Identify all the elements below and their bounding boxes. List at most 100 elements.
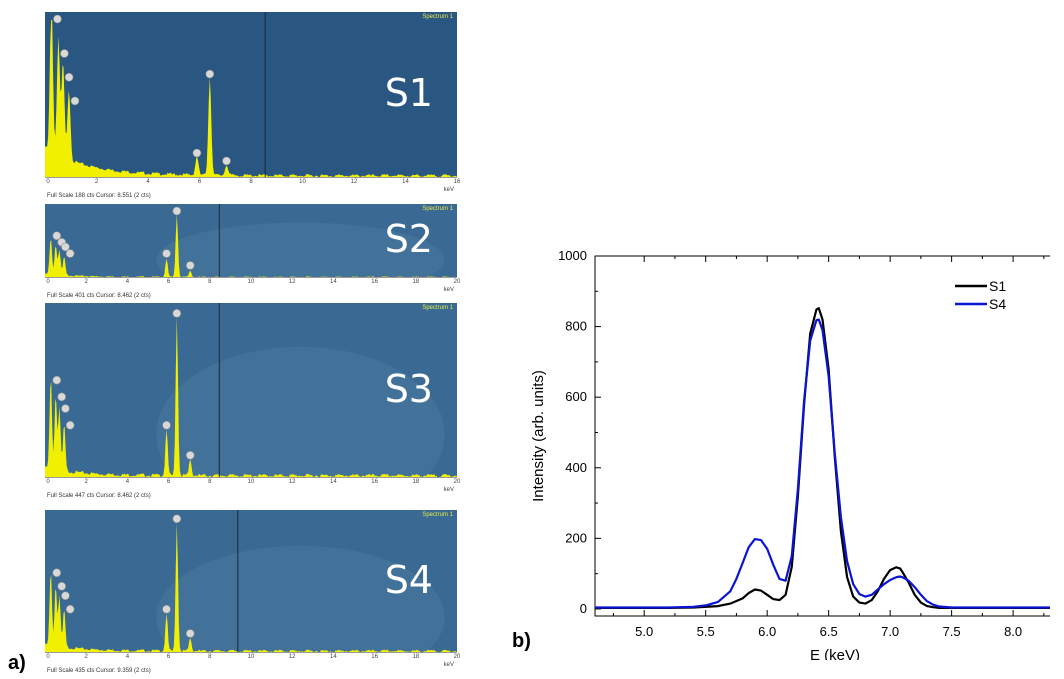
- eds-tick-label: 2: [84, 479, 88, 485]
- eds-tick-label: 6: [197, 179, 202, 185]
- x-axis-label: E (keV): [810, 647, 860, 660]
- eds-tick-label: 8: [249, 179, 253, 185]
- eds-peak-marker: [57, 581, 67, 591]
- eds-tick-label: 0: [46, 479, 50, 485]
- eds-tick-label: 18: [412, 654, 420, 660]
- eds-peak-marker: [162, 604, 171, 614]
- eds-background: [45, 303, 457, 478]
- eds-axis-unit: keV: [443, 487, 454, 493]
- eds-spectrum-label: Spectrum 1: [422, 512, 453, 518]
- y-tick-label: 600: [565, 389, 587, 404]
- eds-tick-label: 6: [166, 479, 171, 485]
- eds-peak-marker: [52, 568, 62, 578]
- eds-cursor-info: Full Scale 401 cts Cursor: 8.462 (2 cts): [47, 293, 151, 299]
- eds-sample-name: S1: [384, 71, 433, 115]
- eds-peak-marker: [185, 629, 195, 638]
- eds-plot-area: [45, 12, 457, 178]
- eds-tick-label: 6: [166, 654, 171, 660]
- eds-peak-marker: [57, 392, 67, 402]
- eds-tick-label: 4: [146, 179, 150, 185]
- eds-tick-label: 10: [247, 654, 255, 660]
- eds-plot-area: [45, 510, 457, 653]
- eds-tick-label: 18: [412, 479, 420, 485]
- eds-tick-label: 12: [288, 279, 296, 285]
- eds-peak-marker: [60, 49, 69, 58]
- eds-spectrum-s4: Spectrum 1 S4 0 2 4 6 8 10 12 14 16 18 20 keV Full Sca…: [45, 510, 460, 675]
- eds-axis-unit: keV: [443, 187, 454, 193]
- eds-peak-marker: [192, 148, 202, 158]
- legend-label-s1: S1: [989, 278, 1006, 294]
- eds-peak-marker: [205, 69, 215, 79]
- eds-peak-marker: [53, 14, 62, 24]
- eds-peak-marker: [65, 249, 75, 258]
- y-tick-label: 1000: [558, 248, 587, 263]
- eds-peak-marker: [52, 375, 62, 385]
- eds-axis-footer: 0 2 4 6 8 10 12 14 16 keV Full Scale 188 cts Curso…: [45, 177, 460, 200]
- panel-a-label: a): [8, 652, 26, 674]
- eds-cursor-info: Full Scale 447 cts Cursor: 8.462 (2 cts): [47, 493, 151, 499]
- eds-peak-marker: [70, 96, 80, 106]
- eds-tick-label: 16: [371, 279, 378, 285]
- y-tick-label: 200: [565, 530, 587, 545]
- eds-peak-marker: [172, 206, 182, 216]
- plot-frame: [594, 255, 1050, 617]
- eds-peak-marker: [61, 242, 70, 252]
- x-tick-label: 6.5: [820, 624, 838, 639]
- eds-tick-label: 14: [330, 279, 337, 285]
- eds-background: [45, 12, 457, 178]
- eds-background-shading: [156, 545, 445, 653]
- x-tick-label: 6.0: [758, 624, 776, 639]
- eds-spectrum-s3: Spectrum 1 S3 0 2 4 6 8 10 12 14 16 18 20 keV Full Sca…: [45, 303, 460, 500]
- eds-spectrum-label: Spectrum 1: [422, 14, 453, 20]
- eds-background: [45, 204, 457, 278]
- y-tick-label: 800: [565, 319, 587, 334]
- legend-label-s4: S4: [989, 296, 1006, 312]
- panel-b-label: b): [512, 630, 531, 652]
- eds-plot-area: [45, 204, 457, 278]
- eds-tick-label: 8: [208, 654, 212, 660]
- eds-peak-marker: [64, 72, 74, 82]
- eds-tick-label: 20: [453, 279, 461, 285]
- x-tick-label: 8.0: [1004, 624, 1022, 639]
- eds-peak-marker: [162, 249, 171, 258]
- eds-tick-label: 16: [371, 479, 378, 485]
- eds-tick-label: 12: [350, 179, 358, 185]
- eds-tick-label: 10: [299, 179, 306, 185]
- eds-peak-marker: [172, 514, 182, 524]
- eds-tick-label: 8: [208, 279, 212, 285]
- eds-tick-label: 16: [371, 654, 378, 660]
- eds-spectrum-s1: Spectrum 1 S1 0 2 4 6 8 10 12 14 16 keV Full Scale 1…: [45, 12, 460, 200]
- y-tick-label: 0: [580, 601, 587, 616]
- eds-tick-label: 12: [288, 654, 296, 660]
- series-line-s4: [595, 318, 1050, 609]
- eds-peak-marker: [61, 404, 70, 413]
- eds-tick-label: 10: [247, 279, 255, 285]
- eds-plot-area: [45, 303, 457, 478]
- eds-spectrum-s2: Spectrum 1 S2 0 2 4 6 8 10 12 14 16 18 20 keV Full Sca…: [45, 204, 460, 300]
- eds-tick-label: 4: [125, 479, 130, 485]
- eds-axis-unit: keV: [443, 662, 454, 668]
- eds-cursor-info: Full Scale 188 cts Cursor: 8.551 (2 cts): [47, 193, 151, 199]
- eds-tick-label: 0: [46, 179, 50, 185]
- eds-tick-label: 10: [247, 479, 255, 485]
- eds-peak-marker: [222, 156, 231, 166]
- eds-axis-unit: keV: [443, 287, 454, 293]
- eds-axis-footer: 0 2 4 6 8 10 12 14 16 18 20 keV Full Scale 435 cts C…: [45, 652, 460, 675]
- intensity-vs-energy-chart: 5.0 5.5 6.0 6.5 7.0 7.5 8.0 0 200 400 600 800 1000 E …: [530, 248, 1050, 660]
- x-tick-label: 7.0: [881, 624, 899, 639]
- eds-sample-name: S3: [384, 366, 433, 411]
- y-tick-label: 400: [565, 460, 587, 475]
- eds-tick-label: 20: [453, 479, 461, 485]
- eds-peak-marker: [52, 231, 62, 241]
- eds-background-shading: [156, 222, 445, 278]
- eds-tick-label: 0: [46, 654, 50, 660]
- eds-tick-label: 2: [84, 654, 88, 660]
- eds-tick-label: 2: [84, 279, 88, 285]
- eds-tick-label: 2: [94, 179, 99, 185]
- series-line-s1: [595, 307, 1050, 609]
- x-tick-label: 7.5: [943, 624, 961, 639]
- eds-background: [45, 510, 457, 653]
- eds-tick-label: 16: [453, 179, 461, 185]
- eds-tick-label: 12: [288, 479, 296, 485]
- eds-tick-label: 14: [402, 179, 409, 185]
